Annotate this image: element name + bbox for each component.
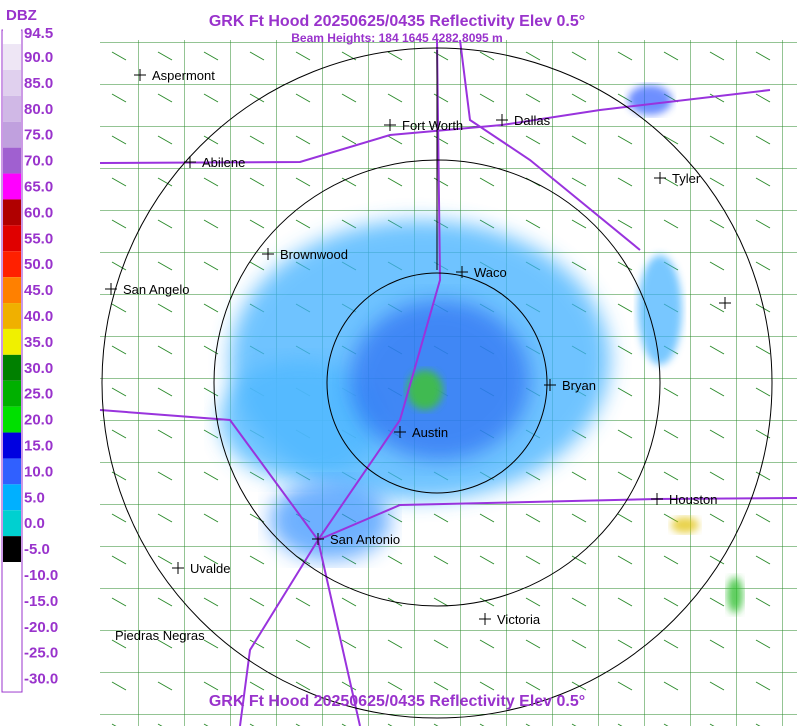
legend-label: 60.0	[24, 204, 53, 221]
legend-swatch	[3, 303, 21, 329]
legend-label: 70.0	[24, 153, 53, 170]
range-rings	[101, 47, 773, 719]
city-label: Tyler	[672, 171, 701, 186]
legend-label: 45.0	[24, 282, 53, 299]
legend-label: 55.0	[24, 230, 53, 247]
city-marker	[544, 379, 556, 391]
city-marker	[262, 248, 274, 260]
city-marker	[456, 266, 468, 278]
city-label: Bryan	[562, 378, 596, 393]
legend-swatch	[3, 458, 21, 485]
legend-swatch	[3, 44, 21, 70]
legend-swatch	[3, 432, 21, 459]
city-label: Waco	[474, 265, 507, 280]
legend-label: 65.0	[24, 179, 53, 196]
legend-swatch	[3, 328, 21, 355]
legend-label: -10.0	[24, 567, 58, 584]
city-label: Brownwood	[280, 247, 348, 262]
city-marker	[394, 426, 406, 438]
radar-echoes	[220, 85, 743, 613]
city-marker	[134, 69, 146, 81]
legend-swatch	[3, 251, 21, 278]
legend-label: 30.0	[24, 360, 53, 377]
legend-swatch	[3, 665, 21, 692]
legend-label: -20.0	[24, 619, 58, 636]
city-label: Austin	[412, 425, 448, 440]
legend-swatch	[3, 639, 21, 666]
city-label: Houston	[669, 492, 717, 507]
legend-swatch	[3, 225, 21, 252]
legend-label: 10.0	[24, 463, 53, 480]
city-marker	[105, 283, 117, 295]
city-label: Aspermont	[152, 68, 215, 83]
legend-label: 15.0	[24, 438, 53, 455]
unnamed-marker	[719, 297, 731, 309]
legend-swatch	[3, 380, 21, 407]
city-marker	[654, 172, 666, 184]
legend-label: 75.0	[24, 127, 53, 144]
city-label: Victoria	[497, 612, 541, 627]
city-marker	[651, 493, 663, 505]
legend-swatch	[3, 95, 21, 122]
legend-label: -30.0	[24, 671, 58, 688]
city-label: Abilene	[202, 155, 245, 170]
highways	[99, 39, 797, 726]
legend-label: 5.0	[24, 489, 45, 506]
city-label: San Antonio	[330, 532, 400, 547]
footer-title: GRK Ft Hood 20250625/0435 Reflectivity E…	[209, 693, 585, 710]
legend-swatch	[3, 536, 21, 563]
city-marker	[384, 119, 396, 131]
city-marker	[172, 562, 184, 574]
legend-label: 35.0	[24, 334, 53, 351]
legend-label: 90.0	[24, 49, 53, 66]
legend-label: 85.0	[24, 75, 53, 92]
city-label: Dallas	[514, 113, 551, 128]
legend-label: -5.0	[24, 541, 50, 558]
city-label: Uvalde	[190, 561, 230, 576]
legend-swatch	[3, 484, 21, 511]
city-marker	[184, 156, 196, 168]
legend-label: 0.0	[24, 515, 45, 532]
legend-swatch	[3, 173, 21, 200]
city-label: San Angelo	[123, 282, 190, 297]
legend-swatch	[3, 21, 21, 45]
legend-swatch	[3, 587, 21, 614]
legend-swatch	[3, 199, 21, 226]
legend-unit: DBZ	[6, 7, 37, 24]
city-label: Piedras Negras	[115, 628, 205, 643]
legend-label: 20.0	[24, 412, 53, 429]
legend-label: -25.0	[24, 645, 58, 662]
legend-swatch	[3, 354, 21, 381]
legend-label: -15.0	[24, 593, 58, 610]
legend-swatch	[3, 147, 21, 174]
legend-swatch	[3, 406, 21, 433]
city-marker	[479, 613, 491, 625]
legend-label: 94.5	[24, 25, 53, 42]
legend-swatch	[3, 121, 21, 148]
legend-label: 80.0	[24, 101, 53, 118]
title: GRK Ft Hood 20250625/0435 Reflectivity E…	[209, 13, 585, 30]
legend-swatch	[3, 69, 21, 96]
city-label: Fort Worth	[402, 118, 463, 133]
legend-label: 25.0	[24, 386, 53, 403]
city-marker	[312, 533, 324, 545]
subtitle: Beam Heights: 184 1645 4282 8095 m	[291, 31, 502, 45]
legend-swatch	[3, 613, 21, 640]
legend-label: 50.0	[24, 256, 53, 273]
legend-swatch	[3, 277, 21, 304]
legend-swatch	[3, 562, 21, 588]
legend-swatch	[3, 510, 21, 537]
legend-label: 40.0	[24, 308, 53, 325]
city-marker	[496, 114, 508, 126]
